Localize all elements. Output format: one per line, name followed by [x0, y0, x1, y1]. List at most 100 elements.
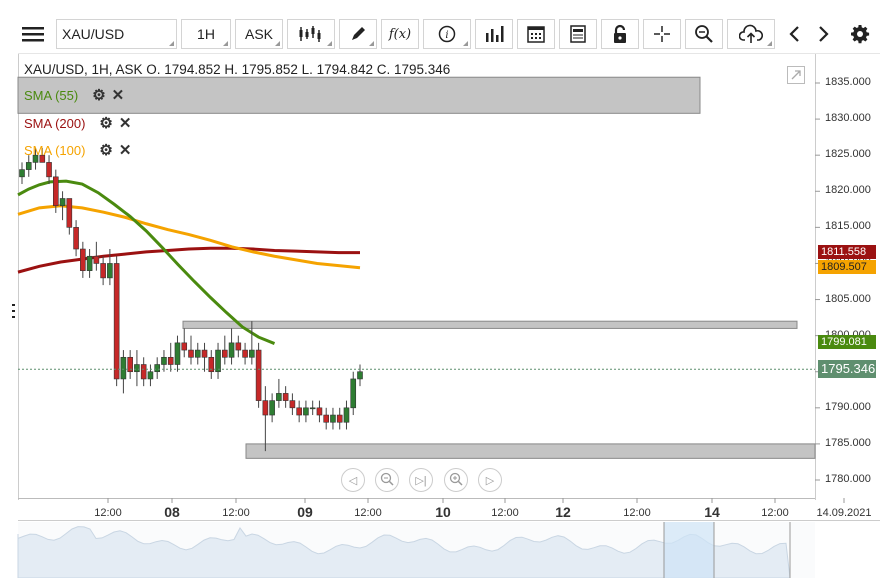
indicator-settings-icon[interactable]: ⚙ — [92, 87, 106, 104]
x-tick-label: 08 — [164, 504, 180, 520]
indicator-remove-icon[interactable]: ✕ — [118, 142, 132, 159]
indicator-remove-icon[interactable]: ✕ — [111, 87, 125, 104]
crosshair-icon — [653, 25, 671, 43]
candle — [134, 350, 140, 387]
lock-button[interactable] — [601, 19, 639, 49]
candle — [161, 350, 167, 372]
menu-button[interactable] — [14, 19, 52, 49]
y-tick-label: 1830.000 — [825, 112, 871, 125]
zoom-in-icon — [449, 472, 463, 489]
magnifier-icon — [694, 24, 714, 44]
sma100-line — [17, 204, 361, 270]
function-icon: f(x) — [388, 26, 412, 42]
candle — [80, 241, 86, 278]
settings-button[interactable] — [843, 19, 877, 49]
candle — [140, 357, 147, 387]
candle — [235, 335, 242, 358]
candle — [93, 241, 100, 271]
candle — [127, 350, 133, 379]
candle — [309, 400, 316, 416]
candle — [303, 400, 309, 423]
x-tick-label: 12:00 — [491, 507, 519, 519]
info-icon: i — [438, 25, 456, 43]
draw-tool-button[interactable] — [339, 19, 377, 49]
scroll-forward-button[interactable]: ▷ — [478, 468, 502, 492]
cloud-upload-icon — [739, 24, 763, 44]
x-tick-label: 14 — [704, 504, 720, 520]
save-cloud-button[interactable] — [727, 19, 775, 49]
symbol-select[interactable]: XAU/USD — [56, 19, 177, 49]
price-type-value: ASK — [244, 26, 273, 42]
triangle-left-icon: ◁ — [348, 474, 358, 487]
indicator-sma100[interactable]: SMA (100) ⚙ ✕ — [24, 141, 131, 159]
timeframe-select[interactable]: 1H — [181, 19, 231, 49]
crosshair-button[interactable] — [643, 19, 681, 49]
x-tick-label: 12:00 — [94, 507, 122, 519]
sma55-price-tag: 1799.081 — [818, 335, 876, 350]
candle — [59, 191, 66, 221]
x-tick-label: 10 — [435, 504, 451, 520]
candle — [336, 407, 343, 430]
candle — [52, 169, 59, 213]
indicator-sma200[interactable]: SMA (200) ⚙ ✕ — [24, 114, 131, 132]
triangle-right-icon: ▷ — [485, 474, 495, 487]
zoom-in-button[interactable] — [444, 468, 468, 492]
y-tick-label: 1790.000 — [825, 400, 871, 413]
maximize-button[interactable] — [787, 66, 805, 84]
candle — [194, 342, 201, 365]
candle — [269, 393, 275, 423]
chart-type-button[interactable] — [287, 19, 335, 49]
x-tick-label: 12:00 — [761, 507, 789, 519]
x-tick-label: 12:00 — [354, 507, 382, 519]
zoom-out-button[interactable] — [375, 468, 399, 492]
indicators-button[interactable]: f(x) — [381, 19, 419, 49]
indicator-remove-icon[interactable]: ✕ — [118, 115, 132, 132]
x-tick-label: 09 — [297, 504, 313, 520]
candle — [249, 321, 255, 365]
unlock-icon — [612, 24, 628, 44]
candle — [316, 400, 323, 423]
calendar-button[interactable] — [517, 19, 555, 49]
reset-zoom-button[interactable]: ▷| — [409, 468, 433, 492]
candle — [32, 147, 39, 170]
candle — [113, 256, 120, 387]
pencil-icon — [349, 25, 367, 43]
y-tick-label: 1820.000 — [825, 184, 871, 197]
sma55-line — [17, 179, 276, 345]
scroll-right-button[interactable] — [809, 19, 839, 49]
candle — [120, 350, 127, 394]
candle — [228, 328, 235, 365]
candle — [289, 393, 296, 416]
gear-icon — [850, 24, 870, 44]
y-tick-label: 1805.000 — [825, 292, 871, 305]
x-tick-label: 12:00 — [623, 507, 651, 519]
indicator-label: SMA (200) — [24, 115, 86, 131]
indicator-label: SMA (55) — [24, 87, 79, 103]
sma100-price-tag: 1809.507 — [818, 260, 876, 274]
volume-button[interactable] — [475, 19, 513, 49]
candle — [208, 350, 215, 379]
price-type-select[interactable]: ASK — [235, 19, 283, 49]
indicator-settings-icon[interactable]: ⚙ — [99, 115, 113, 132]
candle — [188, 335, 194, 365]
candle — [100, 256, 106, 286]
candle — [255, 342, 262, 408]
indicator-sma55[interactable]: SMA (55) ⚙ ✕ — [24, 86, 124, 104]
candle — [174, 335, 181, 372]
scroll-left-button[interactable] — [779, 19, 809, 49]
info-button[interactable]: i — [423, 19, 471, 49]
zoom-button[interactable] — [685, 19, 723, 49]
news-button[interactable] — [559, 19, 597, 49]
candle — [154, 357, 160, 379]
indicator-settings-icon[interactable]: ⚙ — [99, 142, 113, 159]
scroll-back-button[interactable]: ◁ — [341, 468, 365, 492]
candle — [39, 147, 46, 163]
last-price-tag: 1795.346 — [818, 360, 876, 379]
candle — [357, 364, 363, 387]
candle — [86, 249, 93, 278]
expand-icon — [788, 70, 804, 87]
candle — [66, 198, 73, 235]
price-zone — [182, 320, 798, 329]
reset-icon: ▷| — [415, 474, 427, 487]
